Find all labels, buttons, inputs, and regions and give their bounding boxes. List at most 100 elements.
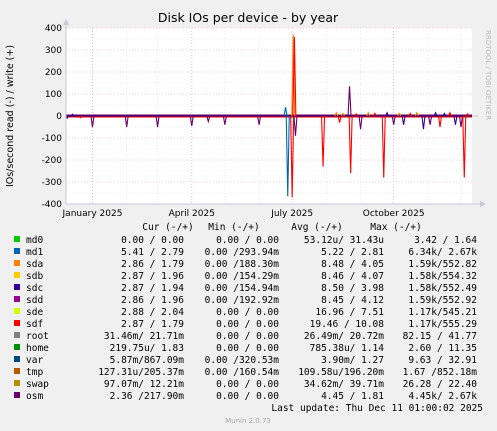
spike-sdf — [337, 115, 342, 123]
legend-max-var: 9.63 / 32.91 — [408, 355, 477, 366]
spike-sdf — [372, 112, 377, 117]
spike-sdf — [348, 115, 353, 174]
axes — [63, 19, 486, 207]
legend-swatch-tmp — [14, 368, 20, 374]
legend-swatch-sda — [14, 260, 20, 266]
series-spikes — [65, 34, 470, 198]
legend-min-sdb: 0.00 /154.29m — [205, 271, 280, 282]
y-tick-label: 300 — [45, 46, 62, 56]
spike-sdf — [78, 115, 83, 119]
munin-version: Munin 2.0.73 — [225, 417, 271, 425]
rrdtool-credit: RRDTOOL / TOBI OETIKER — [484, 30, 492, 120]
legend-avg-md0: 53.12u/ 31.43u — [304, 235, 384, 246]
legend-cur-sde: 2.88 / 2.04 — [121, 307, 184, 318]
legend-max-sdd: 1.59k/552.92 — [408, 295, 477, 306]
legend-avg-sda: 8.48 / 4.05 — [321, 259, 384, 270]
spike-osm — [257, 115, 262, 125]
y-tick-label: 400 — [45, 24, 62, 34]
legend-max-osm: 4.45k/ 2.67k — [408, 391, 477, 402]
x-axis-arrow — [480, 201, 486, 207]
legend-swatch-sdf — [14, 320, 20, 326]
legend-cur-osm: 2.36 /217.90m — [110, 391, 185, 402]
legend-avg-sde: 16.96 / 7.51 — [315, 307, 384, 318]
spike-sdf — [465, 112, 470, 117]
spike-sdc — [93, 114, 98, 117]
spike-sdf — [292, 36, 297, 117]
y-axis-label: IOs/second read (-) / write (+) — [5, 45, 16, 187]
legend-avg-tmp: 109.58u/196.20m — [298, 367, 384, 378]
legend-name-root: root — [26, 331, 49, 342]
legend-avg-swap: 34.62m/ 39.71m — [304, 379, 384, 390]
legend-header-2: Avg (-/+) — [291, 222, 342, 233]
legend-cur-md1: 5.41 / 2.79 — [121, 247, 184, 258]
legend-min-md0: 0.00 / 0.00 — [216, 235, 279, 246]
legend: Cur (-/+) Min (-/+) Avg (-/+) Max (-/+) md0 0… — [14, 222, 477, 402]
spike-sda — [334, 111, 339, 117]
legend-max-sda: 1.59k/552.82 — [408, 259, 477, 270]
y-tick-label: -400 — [42, 200, 63, 210]
legend-cur-sda: 2.86 / 1.79 — [121, 259, 184, 270]
legend-name-swap: swap — [26, 379, 49, 390]
legend-max-root: 82.15 / 41.77 — [403, 331, 477, 342]
spike-sdc — [401, 115, 406, 125]
spike-osm — [458, 115, 464, 128]
legend-name-osm: osm — [26, 391, 43, 402]
x-tick-label: April 2025 — [169, 209, 215, 219]
legend-min-sdd: 0.00 /192.92m — [205, 295, 280, 306]
legend-avg-sdb: 8.46 / 4.07 — [321, 271, 384, 282]
legend-max-sdc: 1.58k/552.49 — [408, 283, 477, 294]
legend-cur-sdc: 2.87 / 1.94 — [121, 283, 184, 294]
legend-avg-root: 26.49m/ 20.72m — [304, 331, 384, 342]
legend-name-md1: md1 — [26, 247, 43, 258]
spike-sdc — [421, 115, 426, 130]
spike-osm — [293, 115, 298, 136]
legend-max-tmp: 1.67 /852.18m — [403, 367, 478, 378]
legend-cur-sdd: 2.86 / 1.96 — [121, 295, 184, 306]
y-tick-label: -100 — [42, 134, 63, 144]
legend-swatch-var — [14, 356, 20, 362]
chart-title: Disk IOs per device - by year — [158, 10, 339, 25]
legend-swatch-root — [14, 332, 20, 338]
legend-min-var: 0.00 /320.53m — [205, 355, 280, 366]
legend-name-sda: sda — [26, 259, 43, 270]
legend-avg-var: 3.90m/ 1.27 — [321, 355, 384, 366]
legend-swatch-sdb — [14, 272, 20, 278]
spike-sdc — [442, 112, 447, 117]
x-tick-label: October 2025 — [363, 209, 425, 219]
legend-name-home: home — [26, 343, 49, 354]
y-tick-label: -200 — [42, 156, 63, 166]
spike-sdf — [321, 115, 326, 167]
legend-max-md0: 3.42 / 1.64 — [414, 235, 477, 246]
legend-name-sdf: sdf — [26, 319, 43, 330]
spike-osm — [428, 115, 433, 125]
legend-min-sde: 0.00 / 0.00 — [216, 307, 279, 318]
spike-sda — [414, 111, 419, 117]
spike-sdf — [462, 115, 467, 178]
legend-swatch-sde — [14, 308, 20, 314]
legend-min-md1: 0.00 /293.94m — [205, 247, 280, 258]
y-tick-label: 0 — [56, 112, 62, 122]
legend-min-sdf: 0.00 / 0.00 — [216, 319, 279, 330]
legend-cur-var: 5.87m/867.09m — [110, 355, 185, 366]
x-tick-labels: January 2025 April 2025 July 2025 October 2… — [62, 209, 425, 219]
legend-avg-sdd: 8.45 / 4.12 — [321, 295, 384, 306]
legend-name-md0: md0 — [26, 235, 43, 246]
legend-swatch-sdc — [14, 284, 20, 290]
spike-sda — [397, 112, 402, 117]
spike-osm — [206, 115, 211, 124]
y-tick-labels: 400 300 200 100 0 -100 -200 -300 -400 — [42, 24, 63, 210]
legend-swatch-md1 — [14, 248, 20, 254]
legend-min-osm: 0.00 / 0.00 — [216, 391, 279, 402]
legend-min-sdc: 0.00 /154.94m — [205, 283, 280, 294]
spike-sdc — [385, 111, 390, 117]
y-axis-arrow — [63, 19, 69, 25]
legend-header-0: Cur (-/+) — [142, 222, 193, 233]
legend-avg-sdf: 19.46 / 10.08 — [310, 319, 385, 330]
y-tick-label: 100 — [45, 90, 62, 100]
legend-max-md1: 6.34k/ 2.67k — [408, 247, 477, 258]
y-tick-label: -300 — [42, 178, 63, 188]
spike-sdf — [408, 112, 413, 117]
legend-cur-sdf: 2.87 / 1.79 — [121, 319, 184, 330]
spike-sda — [340, 112, 345, 117]
